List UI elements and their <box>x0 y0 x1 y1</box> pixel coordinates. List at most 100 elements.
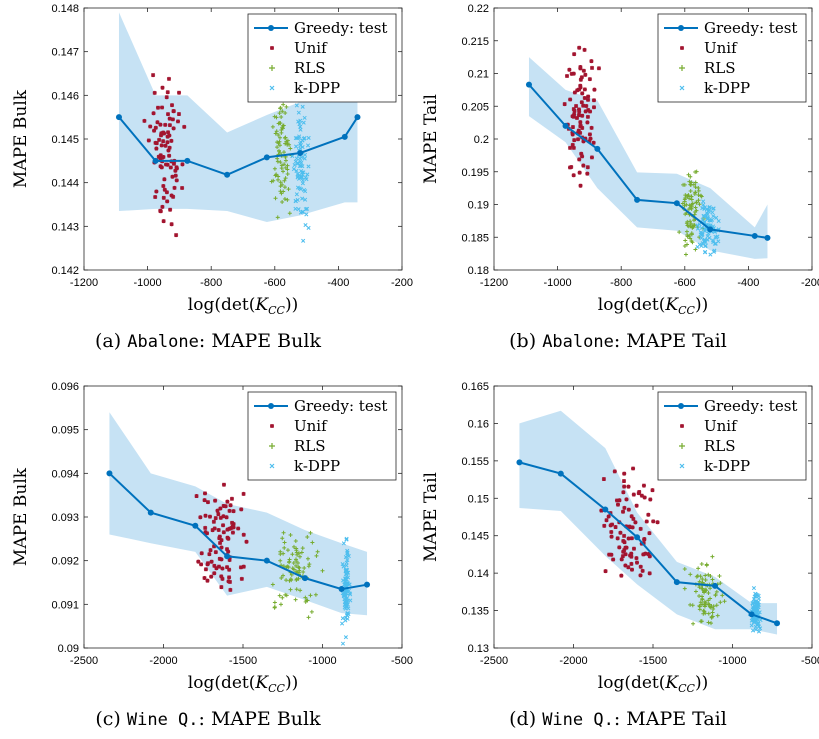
data-point <box>755 607 760 612</box>
x-axis-label-tail: )) <box>695 673 708 693</box>
data-point <box>710 610 715 615</box>
data-point <box>587 77 592 82</box>
data-point <box>221 523 226 528</box>
data-point <box>238 565 243 570</box>
x-axis-label: log(det(KCC)) <box>598 673 708 695</box>
data-point <box>688 236 693 241</box>
y-tick-label: 0.195 <box>461 167 489 179</box>
data-point <box>170 117 175 122</box>
data-point <box>279 163 284 168</box>
data-point <box>344 599 349 604</box>
data-point <box>341 578 346 583</box>
x-axis-label: log(det(KCC)) <box>188 295 298 317</box>
data-point <box>688 182 693 187</box>
data-point <box>293 198 298 203</box>
data-point <box>280 123 285 128</box>
data-point <box>340 562 345 567</box>
data-point <box>212 526 217 531</box>
data-point <box>627 524 632 529</box>
x-tick-label: -400 <box>737 277 759 289</box>
data-point <box>345 581 350 586</box>
data-point <box>577 170 582 175</box>
caption-label: (b) <box>509 330 537 352</box>
data-point <box>219 574 224 579</box>
data-point <box>578 83 583 88</box>
legend: Greedy: test Unif RLS k-DPP <box>247 13 397 103</box>
data-point <box>167 145 172 150</box>
data-point <box>221 530 226 535</box>
y-axis-label: MAPE Tail <box>421 472 441 562</box>
data-point <box>160 204 165 209</box>
data-point <box>199 562 204 567</box>
data-point <box>278 549 283 554</box>
greedy-point <box>224 553 231 560</box>
data-point <box>623 552 628 557</box>
data-point <box>585 165 590 170</box>
greedy-point <box>152 157 159 164</box>
data-point <box>712 248 717 253</box>
data-point <box>622 484 627 489</box>
greedy-point <box>525 81 532 88</box>
data-point <box>631 466 636 471</box>
x-tick-label: -200 <box>391 277 413 289</box>
data-point <box>227 567 232 572</box>
x-tick-label: -1000 <box>718 655 746 667</box>
data-point <box>591 105 597 110</box>
data-point <box>174 166 179 171</box>
data-point <box>701 608 706 613</box>
data-point <box>293 538 298 543</box>
legend-marker-kdpp <box>679 85 685 91</box>
data-point <box>655 520 660 525</box>
data-point <box>568 97 573 102</box>
data-point <box>581 163 586 168</box>
data-point <box>591 98 597 103</box>
x-axis-label-k: K <box>254 673 269 693</box>
legend: Greedy: test Unif RLS k-DPP <box>657 391 807 481</box>
data-point <box>166 148 171 153</box>
data-point <box>711 214 716 219</box>
data-point <box>171 109 176 114</box>
data-point <box>572 108 577 113</box>
data-point <box>622 533 627 538</box>
data-point <box>579 75 584 80</box>
chart-panel-a: -1200 -1000 -800 -600 -400 -200 0.142 0.143 0.14… <box>0 0 413 360</box>
data-point <box>615 536 620 541</box>
data-point <box>343 555 348 560</box>
data-point <box>680 201 685 206</box>
data-point <box>576 128 581 133</box>
data-point <box>749 623 754 628</box>
data-point <box>225 527 230 532</box>
data-point <box>275 177 280 182</box>
data-point <box>682 567 687 572</box>
data-point <box>340 616 345 621</box>
data-point <box>161 130 166 135</box>
data-point <box>754 592 759 597</box>
data-point <box>585 120 590 125</box>
data-point <box>581 68 586 73</box>
data-point <box>647 554 652 559</box>
data-point <box>295 175 300 180</box>
legend-label: Unif <box>704 417 738 435</box>
data-point <box>158 208 163 213</box>
data-point <box>699 243 704 248</box>
data-point <box>344 603 349 608</box>
data-point <box>609 552 614 557</box>
data-point <box>284 578 289 583</box>
data-point <box>303 197 308 202</box>
data-point <box>708 252 713 257</box>
caption-text: : MAPE Bulk <box>198 330 321 352</box>
legend-label: RLS <box>704 437 736 455</box>
x-axis-label-k: K <box>664 673 679 693</box>
data-point <box>570 125 575 130</box>
data-point <box>276 174 281 179</box>
data-point <box>751 586 757 591</box>
data-point <box>580 91 585 96</box>
data-point <box>218 540 223 546</box>
data-point <box>756 622 761 627</box>
data-point <box>753 606 758 611</box>
data-point <box>279 115 284 120</box>
data-point <box>703 578 708 583</box>
data-point <box>285 197 290 202</box>
data-point <box>297 156 302 161</box>
data-point <box>697 585 702 590</box>
